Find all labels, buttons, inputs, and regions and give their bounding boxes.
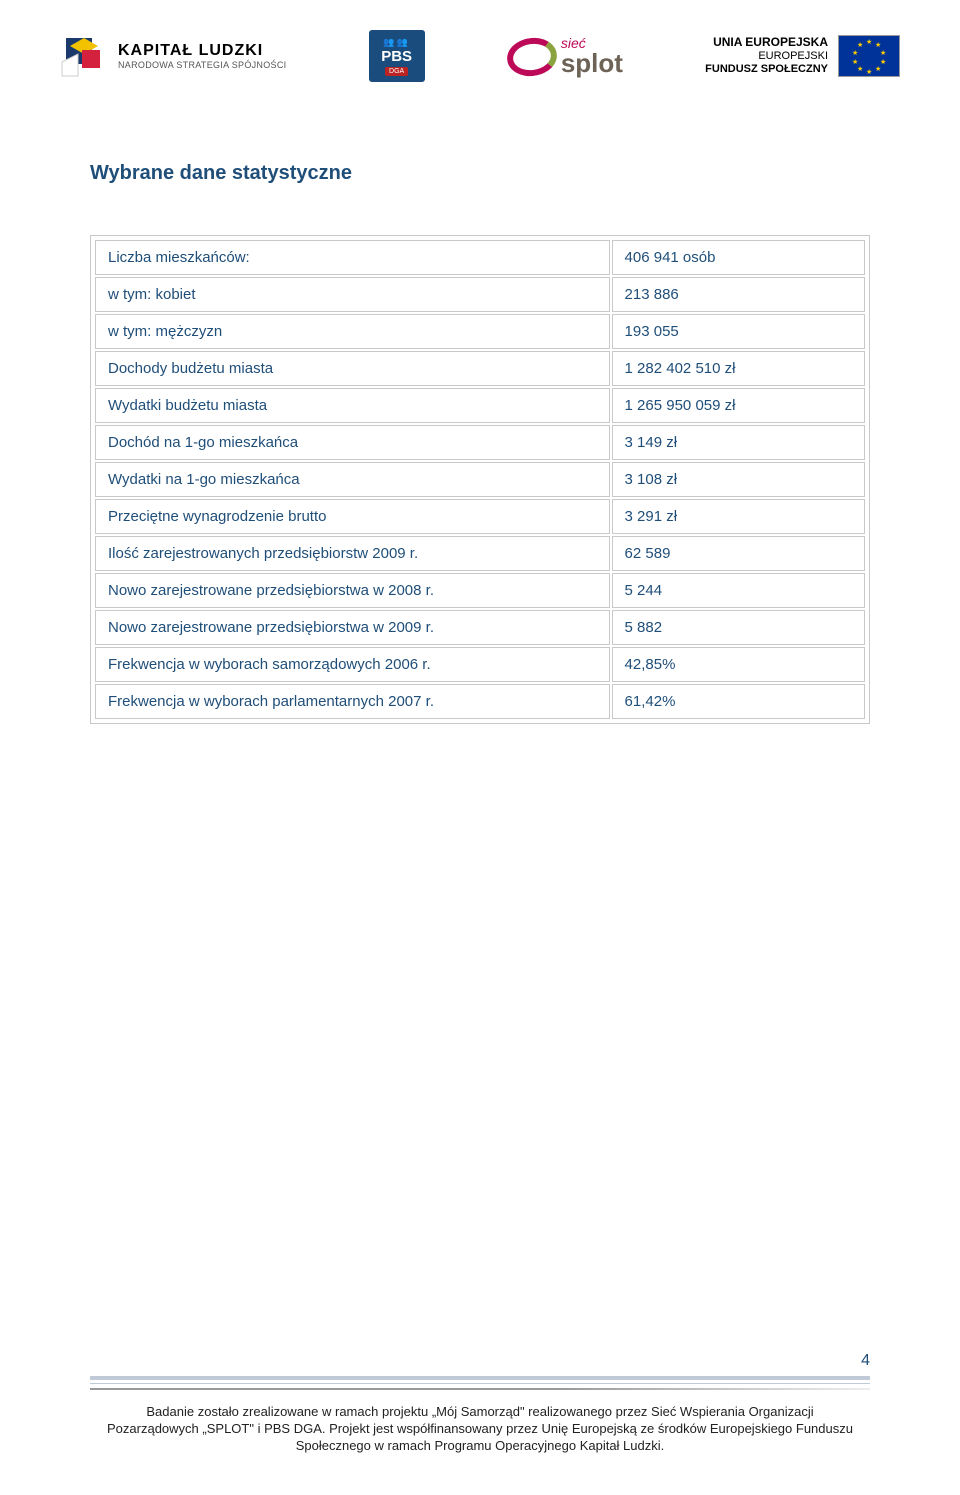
table-cell-value: 3 149 zł bbox=[612, 425, 865, 460]
table-cell-value: 193 055 bbox=[612, 314, 865, 349]
table-cell-value: 1 265 950 059 zł bbox=[612, 388, 865, 423]
table-cell-label: w tym: kobiet bbox=[95, 277, 610, 312]
table-row: Dochód na 1-go mieszkańca3 149 zł bbox=[95, 425, 865, 460]
table-cell-label: Dochód na 1-go mieszkańca bbox=[95, 425, 610, 460]
page-footer: 4 Badanie zostało zrealizowane w ramach … bbox=[0, 1376, 960, 1455]
table-cell-label: Nowo zarejestrowane przedsiębiorstwa w 2… bbox=[95, 610, 610, 645]
logo-kapital-ludzki: KAPITAŁ LUDZKI NARODOWA STRATEGIA SPÓJNO… bbox=[60, 32, 286, 80]
table-cell-label: Wydatki budżetu miasta bbox=[95, 388, 610, 423]
table-cell-label: Nowo zarejestrowane przedsiębiorstwa w 2… bbox=[95, 573, 610, 608]
table-cell-label: Frekwencja w wyborach samorządowych 2006… bbox=[95, 647, 610, 682]
table-row: Dochody budżetu miasta1 282 402 510 zł bbox=[95, 351, 865, 386]
logo-pbs: 👥👥 PBS DGA bbox=[369, 30, 425, 82]
pbs-people-icon: 👥👥 bbox=[383, 37, 409, 48]
pbs-text: PBS bbox=[381, 48, 412, 65]
footer-text: Badanie zostało zrealizowane w ramach pr… bbox=[90, 1404, 870, 1455]
table-cell-label: Liczba mieszkańców: bbox=[95, 240, 610, 275]
kl-subtitle: NARODOWA STRATEGIA SPÓJNOŚCI bbox=[118, 60, 286, 70]
table-cell-label: Frekwencja w wyborach parlamentarnych 20… bbox=[95, 684, 610, 719]
section-title: Wybrane dane statystyczne bbox=[90, 162, 870, 185]
table-row: Frekwencja w wyborach samorządowych 2006… bbox=[95, 647, 865, 682]
table-cell-value: 5 882 bbox=[612, 610, 865, 645]
table-cell-value: 61,42% bbox=[612, 684, 865, 719]
splot-icon bbox=[504, 35, 559, 80]
table-cell-value: 3 291 zł bbox=[612, 499, 865, 534]
table-cell-label: Wydatki na 1-go mieszkańca bbox=[95, 462, 610, 497]
kl-title: KAPITAŁ LUDZKI bbox=[118, 42, 286, 60]
table-cell-label: w tym: mężczyzn bbox=[95, 314, 610, 349]
table-row: w tym: mężczyzn193 055 bbox=[95, 314, 865, 349]
table-row: Frekwencja w wyborach parlamentarnych 20… bbox=[95, 684, 865, 719]
pbs-dga: DGA bbox=[385, 67, 408, 76]
main-content: Wybrane dane statystyczne Liczba mieszka… bbox=[0, 132, 960, 724]
eu-line3: FUNDUSZ SPOŁECZNY bbox=[705, 63, 828, 76]
table-cell-value: 213 886 bbox=[612, 277, 865, 312]
table-cell-label: Przeciętne wynagrodzenie brutto bbox=[95, 499, 610, 534]
table-cell-label: Ilość zarejestrowanych przedsiębiorstw 2… bbox=[95, 536, 610, 571]
table-row: Wydatki budżetu miasta1 265 950 059 zł bbox=[95, 388, 865, 423]
footer-divider bbox=[90, 1388, 870, 1390]
table-row: Przeciętne wynagrodzenie brutto3 291 zł bbox=[95, 499, 865, 534]
table-row: w tym: kobiet213 886 bbox=[95, 277, 865, 312]
eu-line1: UNIA EUROPEJSKA bbox=[705, 36, 828, 50]
table-cell-value: 3 108 zł bbox=[612, 462, 865, 497]
table-cell-value: 1 282 402 510 zł bbox=[612, 351, 865, 386]
statistics-table-body: Liczba mieszkańców:406 941 osóbw tym: ko… bbox=[95, 240, 865, 719]
page-number: 4 bbox=[851, 1352, 870, 1370]
statistics-table: Liczba mieszkańców:406 941 osóbw tym: ko… bbox=[90, 235, 870, 724]
header-logo-row: KAPITAŁ LUDZKI NARODOWA STRATEGIA SPÓJNO… bbox=[0, 0, 960, 132]
table-row: Nowo zarejestrowane przedsiębiorstwa w 2… bbox=[95, 610, 865, 645]
table-row: Ilość zarejestrowanych przedsiębiorstw 2… bbox=[95, 536, 865, 571]
logo-splot: sieć splot bbox=[507, 36, 623, 76]
page-number-divider: 4 bbox=[90, 1376, 870, 1384]
table-row: Nowo zarejestrowane przedsiębiorstwa w 2… bbox=[95, 573, 865, 608]
table-cell-value: 42,85% bbox=[612, 647, 865, 682]
table-cell-value: 62 589 bbox=[612, 536, 865, 571]
table-row: Liczba mieszkańców:406 941 osób bbox=[95, 240, 865, 275]
table-cell-value: 5 244 bbox=[612, 573, 865, 608]
table-row: Wydatki na 1-go mieszkańca3 108 zł bbox=[95, 462, 865, 497]
eu-line2: EUROPEJSKI bbox=[705, 50, 828, 63]
eu-flag-icon: ★ ★ ★ ★ ★ ★ ★ ★ ★ ★ bbox=[838, 35, 900, 77]
table-cell-value: 406 941 osób bbox=[612, 240, 865, 275]
splot-main: splot bbox=[561, 50, 623, 76]
kapital-ludzki-icon bbox=[60, 32, 108, 80]
table-cell-label: Dochody budżetu miasta bbox=[95, 351, 610, 386]
logo-eu: UNIA EUROPEJSKA EUROPEJSKI FUNDUSZ SPOŁE… bbox=[705, 35, 900, 77]
